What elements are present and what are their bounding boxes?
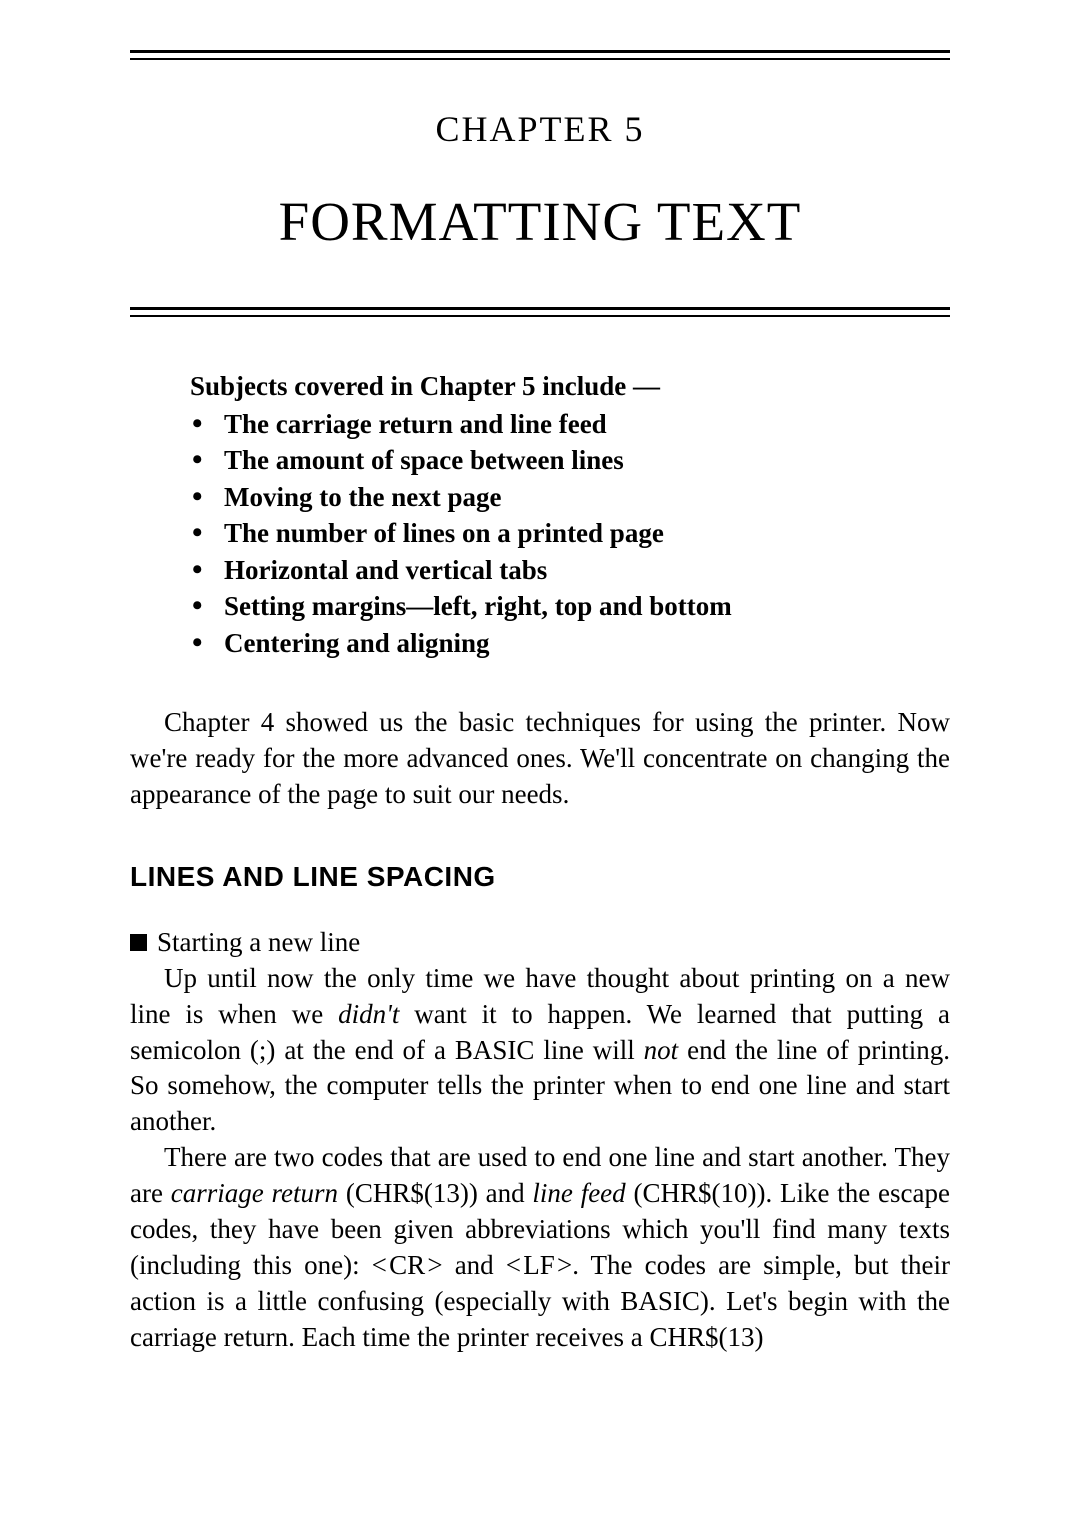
mid-double-rule [130, 307, 950, 317]
subsection-line: Starting a new line [130, 925, 950, 961]
body-paragraph-2: There are two codes that are used to end… [130, 1140, 950, 1355]
italic-text: didn't [338, 999, 399, 1029]
italic-text: line feed [532, 1178, 625, 1208]
square-bullet-icon [130, 934, 147, 951]
subjects-item: The carriage return and line feed [190, 406, 930, 442]
chapter-title: FORMATTING TEXT [130, 190, 950, 253]
intro-block: Chapter 4 showed us the basic techniques… [130, 705, 950, 813]
subjects-block: Subjects covered in Chapter 5 include — … [190, 371, 930, 661]
subjects-list: The carriage return and line feed The am… [190, 406, 930, 661]
intro-paragraph: Chapter 4 showed us the basic techniques… [130, 705, 950, 813]
subjects-item: The amount of space between lines [190, 442, 930, 478]
italic-text: not [644, 1035, 679, 1065]
subjects-heading: Subjects covered in Chapter 5 include — [190, 371, 930, 402]
chapter-label: CHAPTER 5 [130, 108, 950, 150]
subjects-item: The number of lines on a printed page [190, 515, 930, 551]
subjects-item: Horizontal and vertical tabs [190, 552, 930, 588]
text-run: (CHR$(13)) and [338, 1178, 532, 1208]
section-heading: LINES AND LINE SPACING [130, 861, 950, 893]
italic-text: carriage return [171, 1178, 338, 1208]
subsection-label: Starting a new line [157, 927, 360, 957]
top-double-rule [130, 50, 950, 60]
subjects-item: Moving to the next page [190, 479, 930, 515]
body-paragraph-1: Up until now the only time we have thoug… [130, 961, 950, 1141]
subjects-item: Setting margins—left, right, top and bot… [190, 588, 930, 624]
subjects-item: Centering and aligning [190, 625, 930, 661]
